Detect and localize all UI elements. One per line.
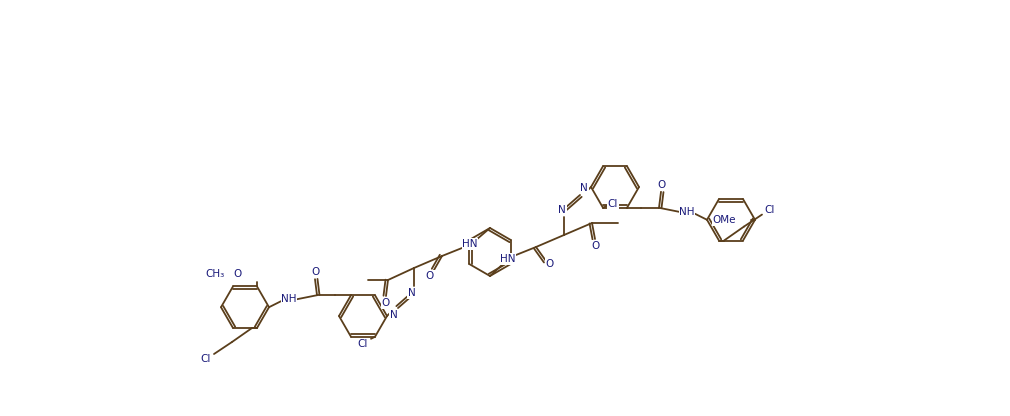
Text: Cl: Cl — [201, 354, 211, 364]
Text: Cl: Cl — [765, 205, 776, 215]
Text: O: O — [592, 241, 600, 251]
Text: NH: NH — [680, 207, 695, 217]
Text: Cl: Cl — [608, 199, 618, 209]
Text: N: N — [408, 288, 416, 298]
Text: HN: HN — [463, 239, 478, 249]
Text: NH: NH — [281, 294, 297, 304]
Text: O: O — [545, 259, 554, 269]
Text: CH₃: CH₃ — [206, 270, 225, 280]
Text: N: N — [580, 183, 588, 193]
Text: OMe: OMe — [712, 215, 736, 225]
Text: HN: HN — [500, 254, 516, 264]
Text: O: O — [656, 180, 666, 190]
Text: Cl: Cl — [358, 339, 369, 349]
Text: O: O — [233, 270, 241, 280]
Text: O: O — [382, 298, 390, 308]
Text: O: O — [426, 271, 434, 281]
Text: N: N — [390, 310, 398, 320]
Text: O: O — [311, 267, 319, 277]
Text: N: N — [559, 205, 566, 215]
